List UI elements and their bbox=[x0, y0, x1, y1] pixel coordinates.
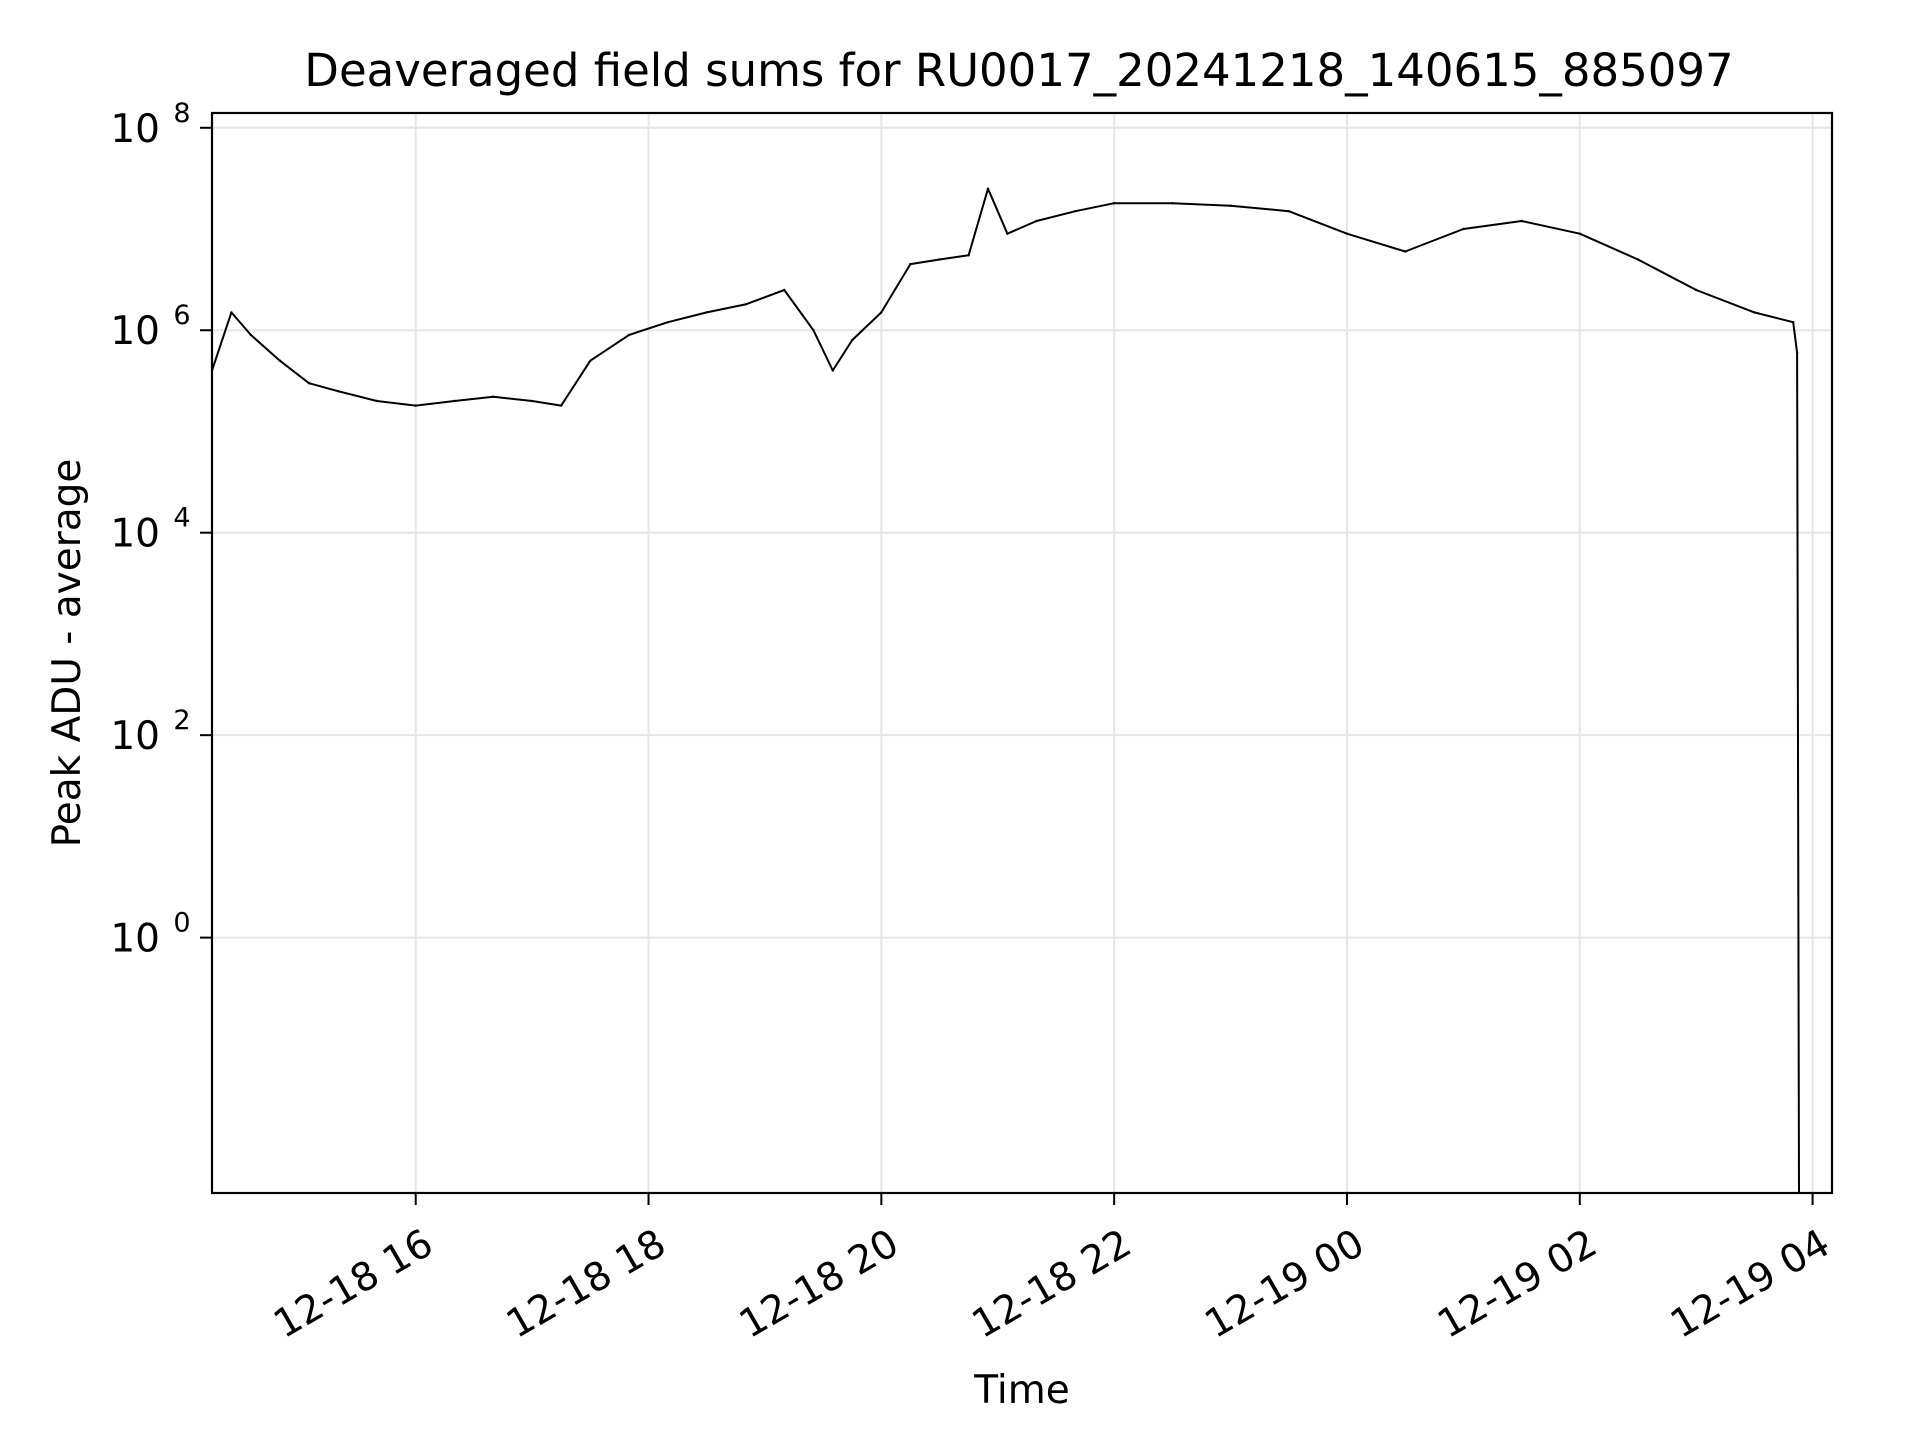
data-point bbox=[307, 382, 311, 385]
data-point bbox=[1792, 321, 1795, 324]
data-point bbox=[278, 359, 282, 362]
data-point bbox=[1229, 204, 1232, 207]
y-tick-exponent: 0 bbox=[173, 908, 190, 939]
data-point bbox=[666, 321, 670, 324]
data-point bbox=[414, 404, 417, 407]
data-point bbox=[627, 333, 631, 337]
data-point bbox=[589, 359, 592, 362]
data-point bbox=[1035, 219, 1038, 223]
data-point bbox=[1636, 258, 1640, 261]
series-line bbox=[211, 187, 1800, 1194]
data-point bbox=[1113, 202, 1116, 205]
data-point bbox=[938, 258, 941, 261]
data-point bbox=[812, 329, 815, 332]
data-point bbox=[1006, 232, 1009, 235]
data-point bbox=[967, 254, 970, 257]
y-tick-label: 10 bbox=[110, 714, 160, 759]
data-point bbox=[909, 262, 912, 266]
data-point bbox=[1074, 210, 1077, 213]
y-tick-exponent: 4 bbox=[173, 503, 190, 534]
data-point bbox=[375, 399, 379, 403]
data-point bbox=[1287, 210, 1291, 213]
grid-lines bbox=[212, 113, 1832, 1193]
data-point bbox=[851, 338, 854, 342]
plot-frame bbox=[210, 111, 1834, 1195]
data-point bbox=[336, 390, 340, 393]
data-point bbox=[492, 395, 495, 398]
y-tick-exponent: 6 bbox=[173, 300, 190, 331]
y-axis-label: Peak ADU - average bbox=[45, 459, 90, 848]
data-point bbox=[1795, 351, 1799, 354]
data-point bbox=[880, 311, 883, 314]
x-axis-label: Time bbox=[973, 1368, 1069, 1413]
y-tick-exponent: 2 bbox=[173, 705, 190, 736]
data-point bbox=[1462, 227, 1465, 231]
data-point bbox=[1695, 288, 1698, 292]
data-point bbox=[1520, 219, 1523, 223]
data-point bbox=[530, 399, 534, 403]
y-tick-label: 10 bbox=[110, 107, 160, 152]
y-tick-label: 10 bbox=[110, 512, 160, 557]
y-axis-ticks: 10 0 10 2 10 4 10 6 10 8 bbox=[110, 98, 212, 962]
y-tick-label: 10 bbox=[110, 917, 160, 962]
y-tick-exponent: 8 bbox=[173, 98, 190, 129]
data-point bbox=[249, 333, 252, 337]
data-point bbox=[453, 399, 456, 403]
chart-title: Deaveraged field sums for RU0017_2024121… bbox=[304, 44, 1733, 97]
series-group bbox=[210, 187, 1801, 1195]
data-point bbox=[1578, 232, 1582, 235]
data-point bbox=[1753, 311, 1756, 314]
y-tick-label: 10 bbox=[110, 309, 160, 354]
data-point bbox=[230, 311, 233, 314]
data-point bbox=[1171, 202, 1174, 205]
data-point bbox=[744, 303, 747, 306]
data-point bbox=[783, 288, 786, 292]
data-point bbox=[986, 187, 990, 190]
data-point bbox=[1404, 250, 1407, 253]
data-point bbox=[831, 369, 834, 372]
data-point bbox=[1345, 232, 1349, 235]
data-point bbox=[705, 311, 708, 314]
data-point bbox=[560, 404, 563, 407]
